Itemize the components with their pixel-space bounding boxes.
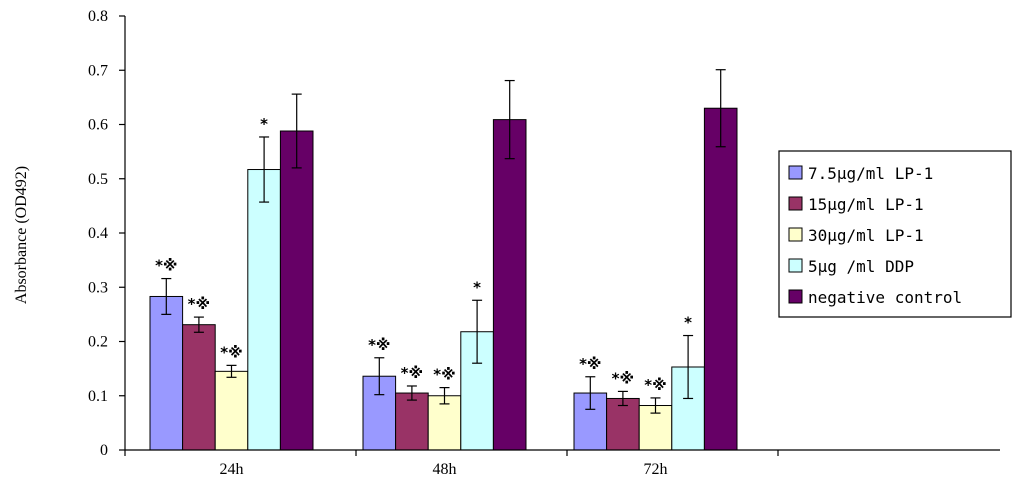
bar [492, 119, 527, 451]
bars [149, 107, 738, 451]
legend-label: 15μg/ml LP-1 [808, 195, 924, 214]
significance-marker: *※ [368, 336, 390, 354]
y-tick-label: 0.1 [88, 388, 108, 405]
legend-label: 7.5μg/ml LP-1 [808, 164, 933, 183]
error-bars [161, 69, 726, 414]
bar [149, 295, 184, 451]
legend-label: negative control [808, 288, 962, 307]
significance-marker: * [260, 115, 268, 133]
y-axis-label: Absorbance (OD492) [13, 166, 30, 304]
bar [247, 169, 281, 451]
x-axis: 24h 48h 72h [124, 449, 1000, 478]
y-tick-label: 0.5 [88, 171, 108, 188]
x-tick-label: 24h [220, 461, 244, 478]
legend-box [778, 150, 1012, 318]
y-tick-label: 0.6 [88, 117, 108, 134]
legend-swatch [788, 227, 803, 242]
significance-marker: *※ [220, 343, 242, 361]
significance-marker: *※ [644, 376, 666, 394]
significance-markers: *※ *※ *※ * *※ *※ *※ * *※ *※ *※ * [155, 115, 692, 394]
y-tick-label: 0.4 [88, 225, 108, 242]
significance-marker: *※ [155, 257, 177, 275]
significance-marker: * [473, 278, 481, 296]
bar [214, 370, 249, 451]
legend-swatch [788, 289, 803, 304]
y-tick-label: 0.7 [88, 62, 108, 79]
bar [279, 130, 314, 451]
bar [606, 397, 640, 451]
legend-label: 5μg /ml DDP [808, 257, 914, 276]
y-tick-label: 0 [100, 442, 108, 459]
significance-marker: * [684, 314, 692, 332]
significance-marker: *※ [433, 366, 455, 384]
legend-swatch [788, 196, 803, 211]
legend-swatch [788, 258, 803, 273]
y-tick-label: 0.8 [88, 8, 108, 25]
significance-marker: *※ [612, 369, 634, 387]
significance-marker: *※ [401, 364, 423, 382]
y-tick-label: 0.2 [88, 334, 108, 351]
legend-swatch [788, 165, 803, 180]
bar [182, 324, 216, 451]
x-tick-label: 48h [433, 461, 457, 478]
x-tick-label: 72h [644, 461, 668, 478]
legend: 7.5μg/ml LP-1 15μg/ml LP-1 30μg/ml LP-1 5μg… [778, 150, 1012, 318]
bar [395, 392, 429, 451]
legend-label: 30μg/ml LP-1 [808, 226, 924, 245]
y-axis: 0 0.1 0.2 0.3 0.4 0.5 0.6 0.7 0.8 [88, 8, 126, 459]
significance-marker: *※ [579, 355, 601, 373]
y-tick-label: 0.3 [88, 279, 108, 296]
significance-marker: *※ [188, 295, 210, 313]
bar [703, 107, 738, 451]
